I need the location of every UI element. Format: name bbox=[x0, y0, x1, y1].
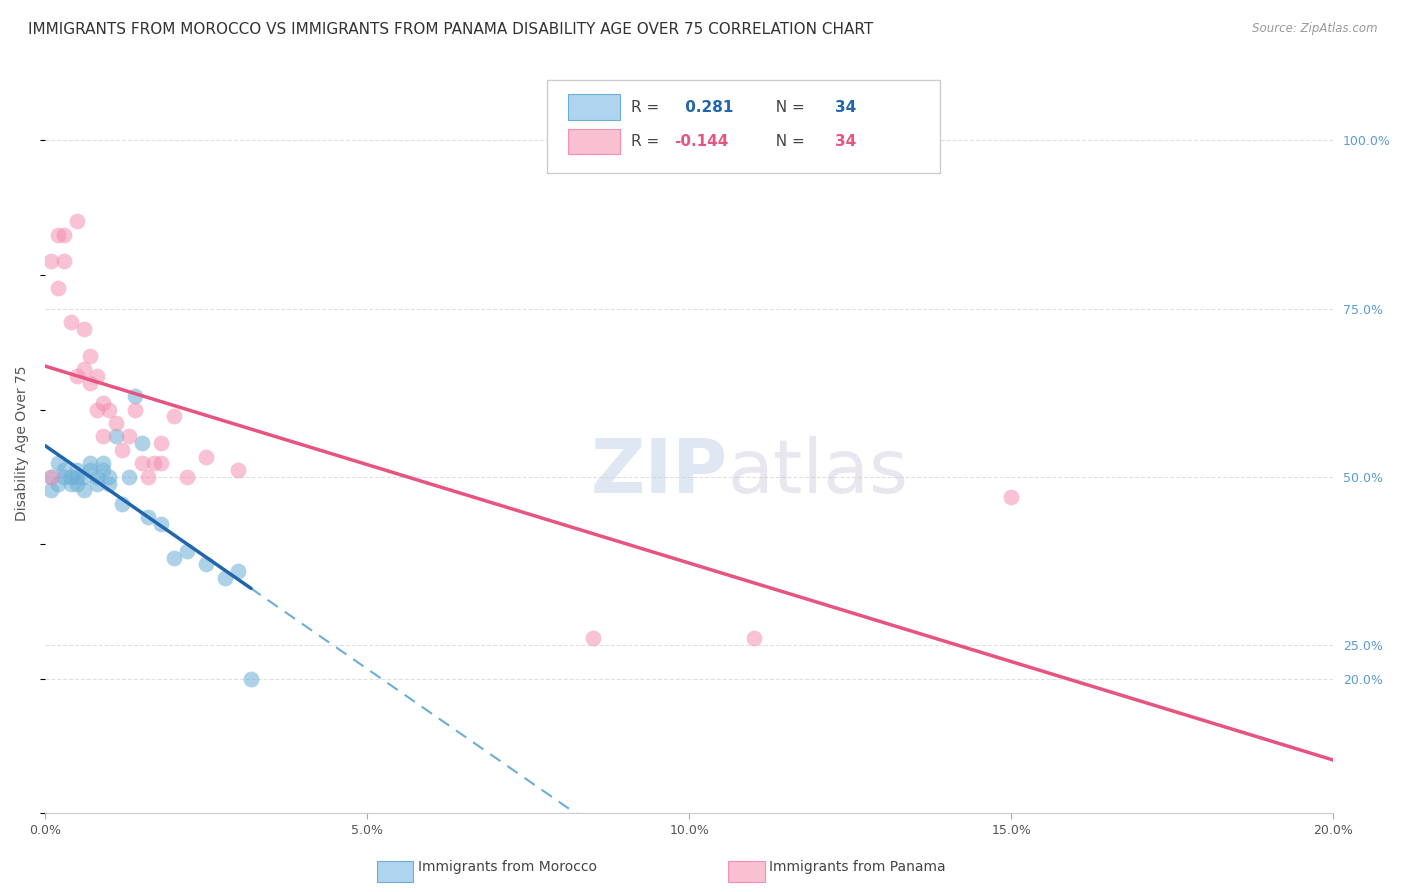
Point bbox=[79, 376, 101, 390]
Point bbox=[66, 214, 89, 228]
FancyBboxPatch shape bbox=[547, 80, 941, 173]
Point bbox=[98, 402, 121, 417]
Point bbox=[131, 457, 153, 471]
Point bbox=[136, 470, 159, 484]
Point bbox=[53, 227, 76, 242]
Point bbox=[46, 227, 69, 242]
Point bbox=[176, 470, 198, 484]
Point bbox=[91, 396, 114, 410]
Text: N =: N = bbox=[766, 100, 810, 114]
Text: 34: 34 bbox=[835, 100, 856, 114]
FancyBboxPatch shape bbox=[568, 95, 620, 120]
Point bbox=[143, 457, 166, 471]
Point bbox=[1000, 490, 1022, 504]
Point bbox=[104, 429, 127, 443]
Point bbox=[41, 254, 63, 268]
Point bbox=[111, 497, 134, 511]
Text: 34: 34 bbox=[835, 134, 856, 149]
Point bbox=[240, 672, 263, 686]
Point bbox=[72, 322, 94, 336]
Point bbox=[136, 510, 159, 524]
Point bbox=[104, 416, 127, 430]
Point bbox=[131, 436, 153, 450]
Point bbox=[149, 436, 172, 450]
Text: atlas: atlas bbox=[728, 436, 908, 509]
Point bbox=[149, 457, 172, 471]
Point bbox=[66, 368, 89, 383]
Point bbox=[79, 349, 101, 363]
Point bbox=[118, 470, 141, 484]
Text: -0.144: -0.144 bbox=[673, 134, 728, 149]
Point bbox=[176, 544, 198, 558]
Point bbox=[79, 463, 101, 477]
Point bbox=[98, 470, 121, 484]
Point bbox=[195, 558, 218, 572]
Point bbox=[118, 429, 141, 443]
Point bbox=[98, 476, 121, 491]
Text: IMMIGRANTS FROM MOROCCO VS IMMIGRANTS FROM PANAMA DISABILITY AGE OVER 75 CORRELA: IMMIGRANTS FROM MOROCCO VS IMMIGRANTS FR… bbox=[28, 22, 873, 37]
Point bbox=[59, 476, 82, 491]
Text: R =: R = bbox=[631, 134, 664, 149]
Point bbox=[124, 402, 146, 417]
Point bbox=[111, 442, 134, 457]
Point bbox=[226, 564, 249, 578]
Point bbox=[124, 389, 146, 403]
Point bbox=[41, 470, 63, 484]
Text: N =: N = bbox=[766, 134, 810, 149]
Text: Immigrants from Morocco: Immigrants from Morocco bbox=[418, 860, 596, 874]
Point bbox=[53, 254, 76, 268]
Point bbox=[72, 362, 94, 376]
Point bbox=[59, 315, 82, 329]
Point bbox=[53, 463, 76, 477]
Text: R =: R = bbox=[631, 100, 664, 114]
Point bbox=[195, 450, 218, 464]
Point bbox=[72, 470, 94, 484]
Point bbox=[581, 632, 603, 646]
Text: 0.281: 0.281 bbox=[681, 100, 734, 114]
Point bbox=[214, 571, 236, 585]
Point bbox=[59, 470, 82, 484]
Point bbox=[86, 470, 108, 484]
Point bbox=[149, 516, 172, 531]
Point bbox=[163, 409, 186, 424]
Point bbox=[86, 476, 108, 491]
Point bbox=[46, 281, 69, 295]
Point bbox=[41, 470, 63, 484]
Point bbox=[742, 632, 765, 646]
FancyBboxPatch shape bbox=[568, 128, 620, 153]
Point bbox=[91, 463, 114, 477]
Point bbox=[86, 402, 108, 417]
Point bbox=[72, 483, 94, 498]
Point bbox=[41, 483, 63, 498]
Point bbox=[91, 457, 114, 471]
Point bbox=[86, 368, 108, 383]
Point bbox=[46, 476, 69, 491]
Point bbox=[66, 470, 89, 484]
Point bbox=[79, 457, 101, 471]
Point bbox=[163, 550, 186, 565]
Point bbox=[66, 476, 89, 491]
Point bbox=[91, 429, 114, 443]
Point bbox=[226, 463, 249, 477]
Point bbox=[46, 457, 69, 471]
Y-axis label: Disability Age Over 75: Disability Age Over 75 bbox=[15, 366, 30, 521]
Point bbox=[66, 463, 89, 477]
Text: Immigrants from Panama: Immigrants from Panama bbox=[769, 860, 946, 874]
Point bbox=[53, 470, 76, 484]
Text: Source: ZipAtlas.com: Source: ZipAtlas.com bbox=[1253, 22, 1378, 36]
Text: ZIP: ZIP bbox=[591, 436, 728, 509]
